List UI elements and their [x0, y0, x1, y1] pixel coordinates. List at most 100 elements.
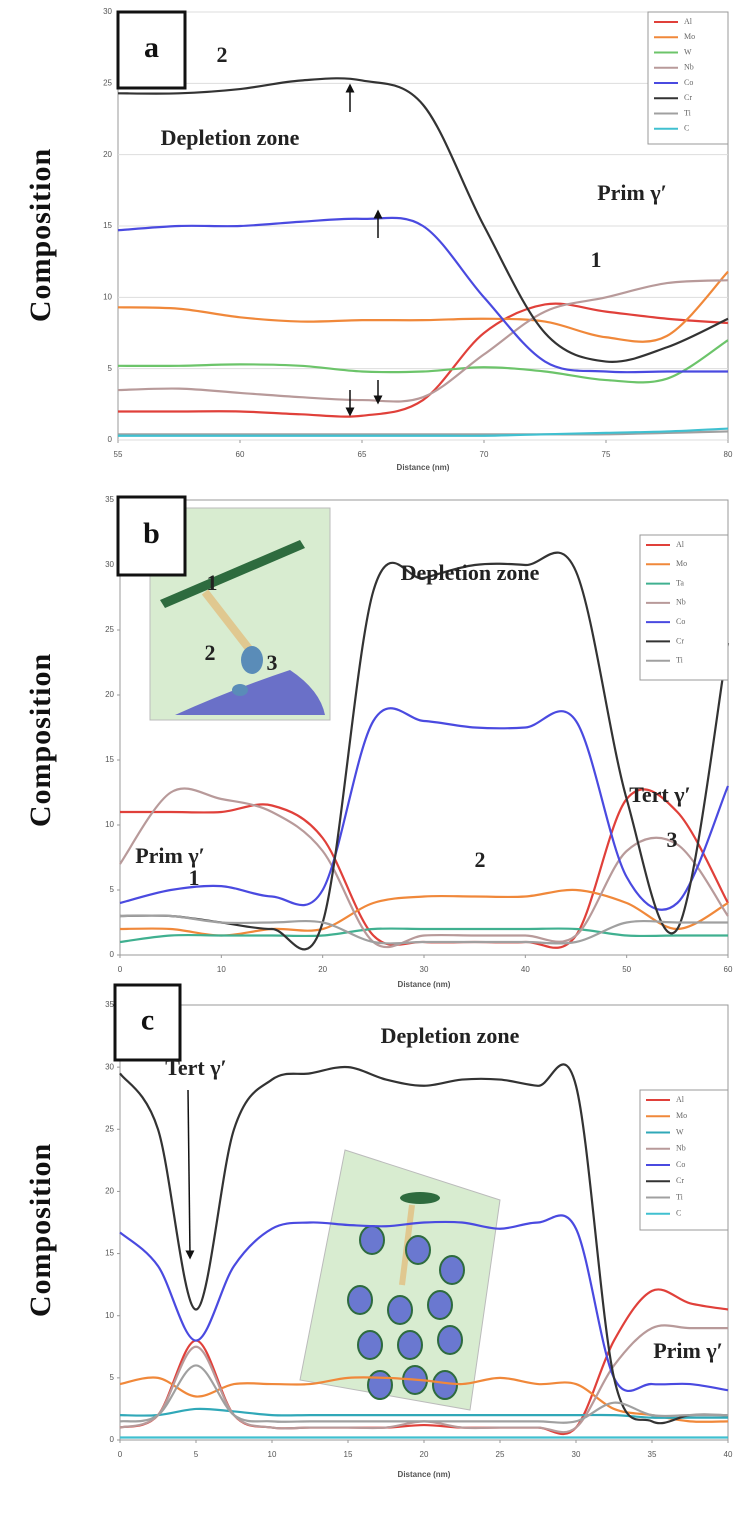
- inset-feature: [368, 1371, 392, 1399]
- data-line: [118, 340, 728, 382]
- data-line: [120, 789, 728, 947]
- inset-feature: [358, 1331, 382, 1359]
- x-tick-label: 60: [236, 450, 245, 459]
- x-axis-title: Distance (nm): [398, 1470, 451, 1479]
- y-tick-label: 5: [110, 885, 115, 894]
- y-tick-label: 20: [105, 1187, 114, 1196]
- y-tick-label: 35: [105, 495, 114, 504]
- x-tick-label: 70: [480, 450, 489, 459]
- annotation: 1: [591, 247, 602, 272]
- annotation: Depletion zone: [161, 125, 300, 150]
- y-tick-label: 35: [105, 1000, 114, 1009]
- x-tick-label: 35: [648, 1450, 657, 1459]
- y-axis-title: Composition: [24, 653, 57, 827]
- y-tick-label: 30: [105, 560, 114, 569]
- y-tick-label: 30: [105, 1062, 114, 1071]
- legend-label: Co: [676, 1160, 685, 1169]
- inset-feature: [348, 1286, 372, 1314]
- legend-label: Cr: [676, 1176, 684, 1185]
- x-tick-label: 60: [724, 965, 733, 974]
- y-tick-label: 0: [108, 435, 113, 444]
- annotation: 3: [667, 827, 678, 852]
- y-tick-label: 10: [105, 820, 114, 829]
- legend-label: Co: [684, 78, 693, 87]
- annotation: 2: [217, 42, 228, 67]
- legend-label: Nb: [676, 598, 686, 607]
- annotation: Prim γ′: [653, 1338, 723, 1363]
- inset-feature: [400, 1192, 440, 1204]
- y-tick-label: 15: [105, 755, 114, 764]
- annotation: Depletion zone: [381, 1023, 520, 1048]
- y-tick-label: 5: [110, 1373, 115, 1382]
- inset-feature: [398, 1331, 422, 1359]
- legend-box: [640, 535, 728, 680]
- x-tick-label: 20: [318, 965, 327, 974]
- x-tick-label: 80: [724, 450, 733, 459]
- y-tick-label: 10: [103, 292, 112, 301]
- inset-feature: [406, 1236, 430, 1264]
- legend-label: Mo: [676, 1111, 687, 1120]
- x-tick-label: 20: [420, 1450, 429, 1459]
- annotation: 3: [267, 650, 278, 675]
- y-tick-label: 30: [103, 7, 112, 16]
- annotation: 2: [475, 847, 486, 872]
- legend-label: W: [684, 47, 692, 56]
- legend-label: Ti: [684, 108, 692, 117]
- figure: 051015202530556065707580Distance (nm)Com…: [0, 0, 739, 1521]
- legend-label: Nb: [684, 63, 694, 72]
- annotation: Depletion zone: [401, 560, 540, 585]
- panel-label: c: [141, 1003, 154, 1036]
- x-tick-label: 55: [114, 450, 123, 459]
- annotation: Prim γ′: [597, 180, 667, 205]
- x-axis-title: Distance (nm): [398, 980, 451, 989]
- inset-feature: [428, 1291, 452, 1319]
- inset-feature: [241, 646, 263, 674]
- y-axis-title: Composition: [24, 1143, 57, 1317]
- annotation: Tert γ′: [629, 782, 691, 807]
- x-tick-label: 40: [724, 1450, 733, 1459]
- legend-label: Ta: [676, 578, 684, 587]
- legend-label: Al: [676, 1095, 685, 1104]
- x-axis-title: Distance (nm): [397, 463, 450, 472]
- x-tick-label: 30: [420, 965, 429, 974]
- x-tick-label: 0: [118, 965, 123, 974]
- y-tick-label: 15: [103, 221, 112, 230]
- legend-label: Mo: [676, 559, 687, 568]
- annotation: 1: [189, 865, 200, 890]
- y-tick-label: 0: [110, 950, 115, 959]
- x-tick-label: 5: [194, 1450, 199, 1459]
- x-tick-label: 30: [572, 1450, 581, 1459]
- legend-label: W: [676, 1127, 684, 1136]
- x-tick-label: 50: [622, 965, 631, 974]
- annotation: Tert γ′: [165, 1055, 227, 1080]
- inset-feature: [388, 1296, 412, 1324]
- arrow: [188, 1090, 190, 1255]
- legend-label: Mo: [684, 32, 695, 41]
- inset-feature: [438, 1326, 462, 1354]
- y-tick-label: 15: [105, 1249, 114, 1258]
- inset-feature: [440, 1256, 464, 1284]
- x-tick-label: 25: [496, 1450, 505, 1459]
- x-tick-label: 0: [118, 1450, 123, 1459]
- annotation: 2: [205, 640, 216, 665]
- legend-label: Co: [676, 617, 685, 626]
- inset-feature: [232, 684, 248, 696]
- x-tick-label: 65: [358, 450, 367, 459]
- y-tick-label: 5: [108, 364, 113, 373]
- x-tick-label: 75: [602, 450, 611, 459]
- legend-label: Cr: [684, 93, 692, 102]
- legend-label: C: [684, 124, 689, 133]
- x-tick-label: 10: [217, 965, 226, 974]
- legend-label: C: [676, 1209, 681, 1218]
- inset-feature: [433, 1371, 457, 1399]
- legend-label: Al: [676, 540, 685, 549]
- y-tick-label: 20: [105, 690, 114, 699]
- y-axis-title: Composition: [24, 148, 57, 322]
- y-tick-label: 20: [103, 150, 112, 159]
- x-tick-label: 40: [521, 965, 530, 974]
- annotation: 1: [207, 570, 218, 595]
- y-tick-label: 25: [103, 78, 112, 87]
- panel-label: b: [143, 517, 160, 550]
- data-line: [118, 218, 728, 372]
- legend-label: Ti: [676, 656, 684, 665]
